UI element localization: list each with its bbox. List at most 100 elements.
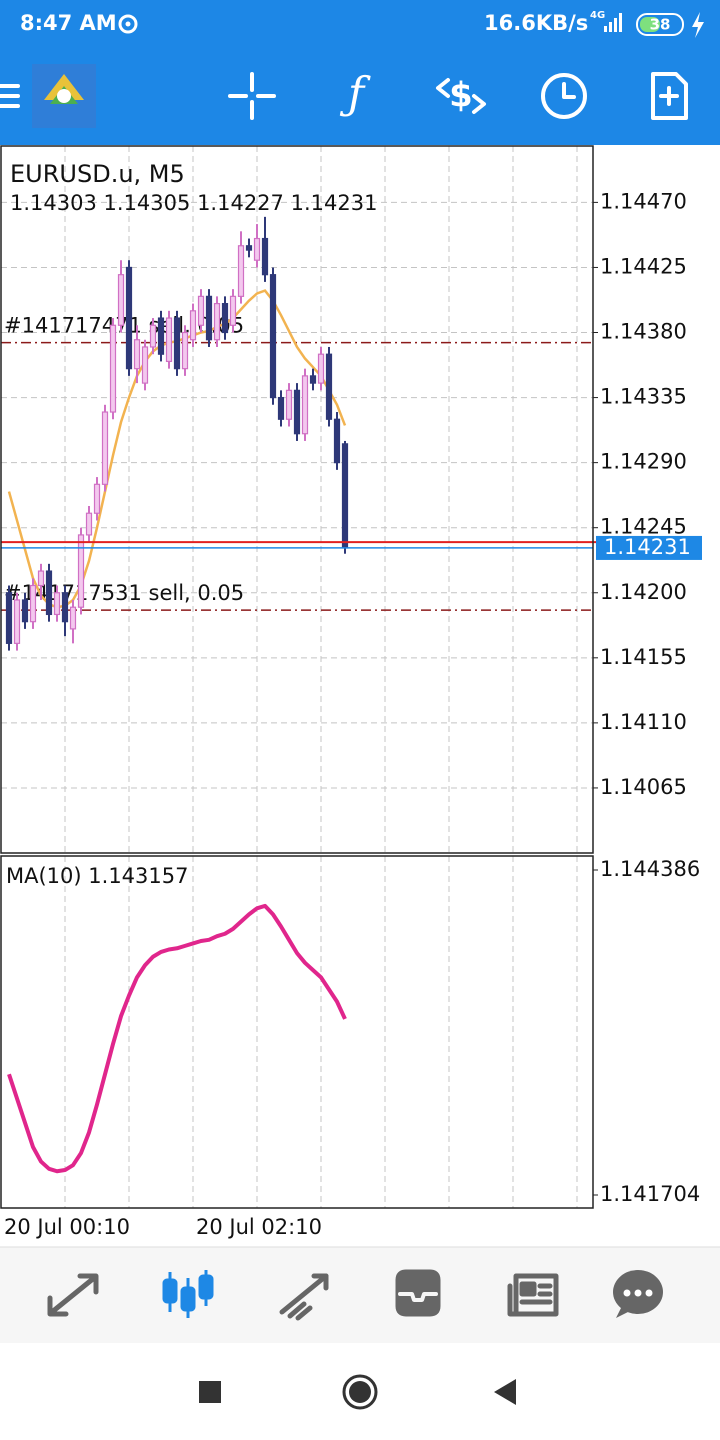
status-icon — [118, 14, 138, 34]
indicator-value: 1.143157 — [88, 864, 188, 888]
chart-tab[interactable] — [162, 1270, 214, 1318]
candle-body — [221, 302, 229, 334]
candle-body — [85, 512, 93, 536]
chat-tab[interactable] — [613, 1270, 663, 1318]
battery-text: 38 — [650, 16, 671, 34]
news-tab[interactable] — [507, 1273, 559, 1317]
y-tick-label: 1.14110 — [600, 710, 687, 734]
price-tag-label: 1.14231 — [604, 535, 691, 559]
main-pane-frame — [0, 145, 594, 854]
candle-body — [253, 237, 261, 261]
candle-body — [117, 274, 125, 326]
candle-body — [317, 353, 325, 384]
candle-body — [29, 584, 37, 623]
candle-body — [125, 266, 133, 370]
candle-body — [5, 592, 13, 644]
network-type: 4G — [590, 10, 605, 21]
new-order-button[interactable] — [651, 72, 688, 120]
open-value: 1.14303 — [10, 191, 97, 215]
y-tick-label: 1.14380 — [600, 320, 687, 344]
indicator-tick-label: 1.144386 — [600, 857, 700, 881]
candle-body — [181, 331, 189, 370]
candle-body — [21, 599, 29, 623]
indicator-name: MA(10) — [6, 864, 82, 888]
tab-bar — [0, 1247, 720, 1343]
indicator-label: MA(10) 1.143157 — [6, 864, 188, 888]
candle-body — [301, 375, 309, 435]
y-tick-label: 1.14425 — [600, 254, 687, 278]
indicator-tick-label: 1.141704 — [600, 1182, 700, 1206]
candle-body — [13, 599, 21, 644]
status-time: 8:47 AM — [20, 11, 117, 35]
candle-body — [77, 534, 85, 608]
candle-body — [53, 592, 61, 616]
y-tick-label: 1.14200 — [600, 580, 687, 604]
candle-body — [213, 302, 221, 341]
candle-body — [61, 592, 69, 623]
network-speed: 16.6KB/s — [484, 11, 588, 35]
candle-body — [93, 483, 101, 514]
candle-body — [133, 339, 141, 370]
candle-body — [109, 324, 117, 413]
candle-body — [157, 317, 165, 355]
candle-body — [69, 606, 77, 630]
y-tick-label: 1.14065 — [600, 775, 687, 799]
candle-body — [261, 237, 269, 276]
y-tick-label: 1.14245 — [600, 515, 687, 539]
candle-body — [325, 353, 333, 420]
candle-body — [197, 295, 205, 326]
history-tab[interactable] — [395, 1269, 441, 1317]
candle-body — [229, 295, 237, 326]
close-value: 1.14231 — [291, 191, 378, 215]
candle-body — [149, 324, 157, 348]
svg-text:$: $ — [449, 76, 473, 116]
candle-body — [45, 570, 53, 616]
candle-body — [269, 274, 277, 399]
crosshair-button[interactable] — [228, 72, 276, 120]
quotes-tab[interactable] — [47, 1273, 99, 1317]
y-tick-label: 1.14470 — [600, 189, 687, 213]
chart: 1.14470 1.14425 1.14380 1.14335 1.14290 1.142… — [1, 146, 702, 1239]
candle-body — [293, 389, 301, 435]
candle-body — [37, 570, 45, 587]
candle-body — [341, 443, 349, 549]
trade-button[interactable]: $ — [436, 76, 486, 116]
x-tick-label: 20 Jul 00:10 — [4, 1215, 130, 1239]
candle-body — [333, 418, 341, 464]
candle-body — [237, 245, 245, 297]
chart-title: EURUSD.u, M5 — [10, 160, 185, 188]
candle-body — [173, 317, 181, 370]
high-value: 1.14305 — [104, 191, 191, 215]
charging-icon — [692, 12, 704, 38]
app-logo[interactable] — [32, 64, 96, 128]
indicator-line — [7, 903, 347, 1174]
candle-body — [277, 396, 285, 420]
battery-outline — [636, 13, 684, 36]
recents-button[interactable] — [199, 1381, 221, 1403]
indicator-pane-frame — [0, 855, 594, 1209]
signal-icon — [604, 13, 622, 32]
candle-body — [165, 317, 173, 363]
candle-body — [101, 411, 109, 485]
trade-tab[interactable] — [279, 1273, 329, 1321]
y-tick-label: 1.14290 — [600, 450, 687, 474]
menu-button[interactable] — [0, 84, 20, 108]
y-tick-label: 1.14155 — [600, 645, 687, 669]
low-value: 1.14227 — [197, 191, 284, 215]
candle-body — [205, 295, 213, 341]
ohlc-values: 1.14303 1.14305 1.14227 1.14231 — [10, 191, 377, 215]
x-tick-label: 20 Jul 02:10 — [196, 1215, 322, 1239]
back-button[interactable] — [494, 1379, 516, 1405]
timeframe-button[interactable] — [541, 73, 587, 119]
candle-body — [309, 375, 317, 384]
candle-body — [285, 389, 293, 420]
chart-background — [0, 145, 720, 1247]
home-button[interactable] — [342, 1374, 378, 1410]
candle-body — [189, 310, 197, 341]
candle-body — [141, 346, 149, 384]
y-tick-label: 1.14335 — [600, 385, 687, 409]
price-tag — [596, 535, 702, 560]
